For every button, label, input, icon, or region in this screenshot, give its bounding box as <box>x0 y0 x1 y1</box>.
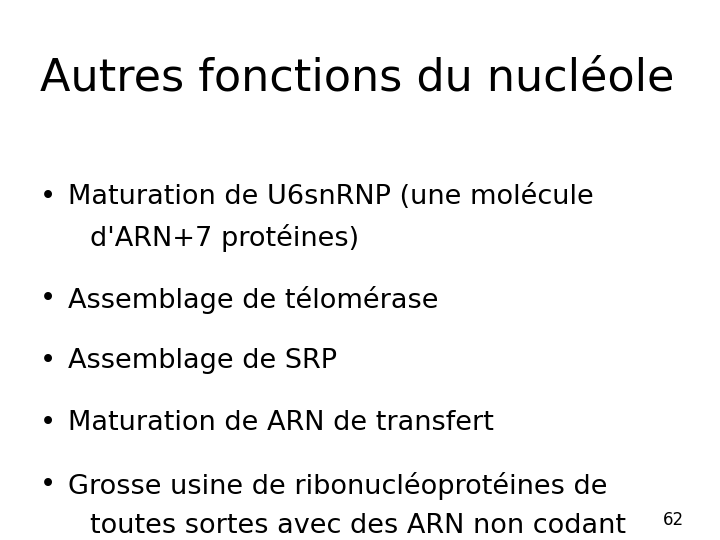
Text: toutes sortes avec des ARN non codant: toutes sortes avec des ARN non codant <box>90 513 626 539</box>
Text: Assemblage de télomérase: Assemblage de télomérase <box>68 286 439 314</box>
Text: Maturation de U6snRNP (une molécule: Maturation de U6snRNP (une molécule <box>68 184 594 210</box>
Text: •: • <box>40 286 55 312</box>
Text: d'ARN+7 protéines): d'ARN+7 protéines) <box>90 224 359 252</box>
Text: Autres fonctions du nucléole: Autres fonctions du nucléole <box>40 57 674 100</box>
Text: Assemblage de SRP: Assemblage de SRP <box>68 348 338 374</box>
Text: 62: 62 <box>663 511 684 529</box>
Text: Maturation de ARN de transfert: Maturation de ARN de transfert <box>68 410 494 436</box>
Text: •: • <box>40 348 55 374</box>
Text: •: • <box>40 472 55 498</box>
Text: •: • <box>40 184 55 210</box>
Text: •: • <box>40 410 55 436</box>
Text: Grosse usine de ribonucléoprotéines de: Grosse usine de ribonucléoprotéines de <box>68 472 608 501</box>
